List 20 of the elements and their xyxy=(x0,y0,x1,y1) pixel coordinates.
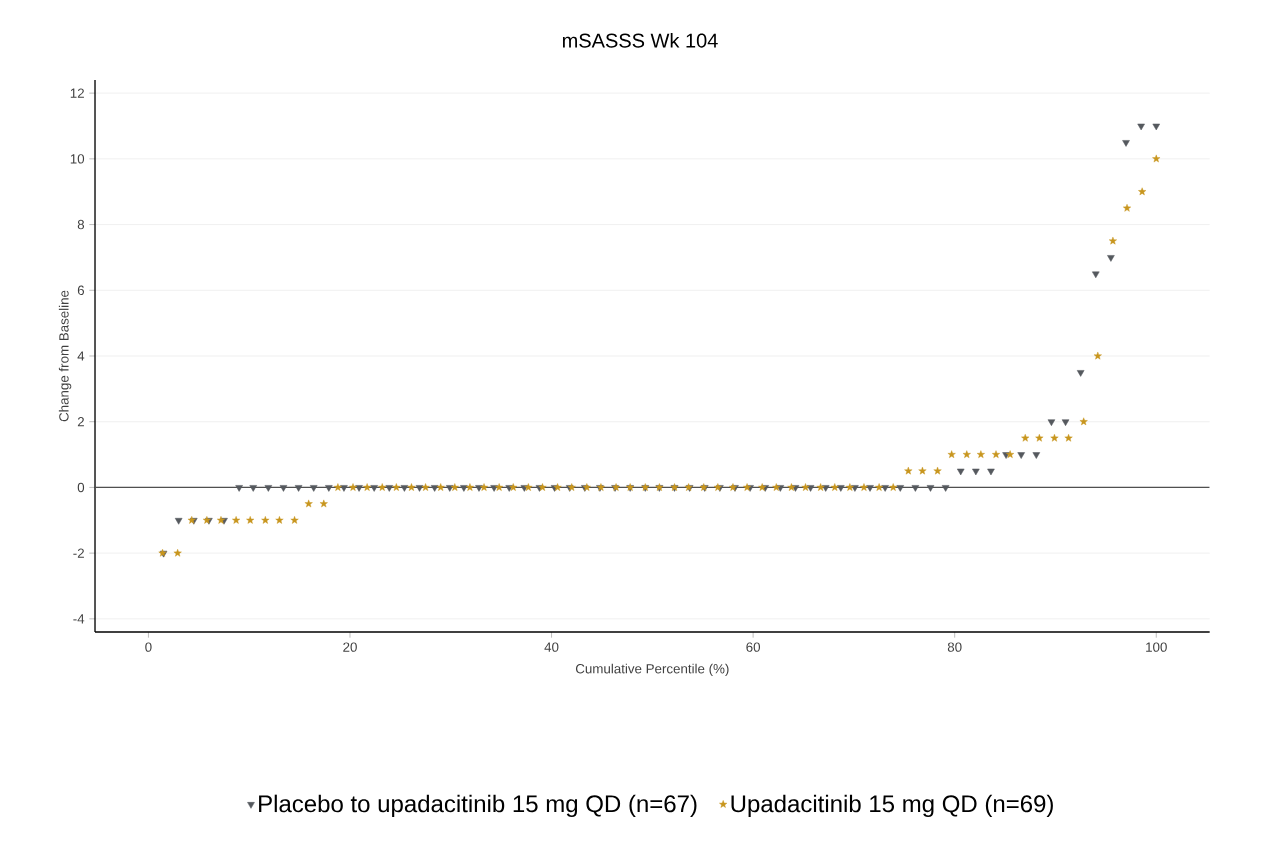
y-tick-label: -2 xyxy=(73,548,84,558)
x-tick-label: 80 xyxy=(947,642,962,652)
x-tick-label: 60 xyxy=(746,642,761,652)
y-tick-label: -4 xyxy=(73,614,85,624)
y-tick-label: 6 xyxy=(77,285,85,295)
legend-label: Placebo to upadacitinib 15 mg QD (n=67) xyxy=(259,794,697,818)
x-tick-label: 100 xyxy=(1146,642,1167,652)
y-tick-label: 4 xyxy=(77,351,85,361)
x-tick-label: 0 xyxy=(145,642,152,652)
legend-label: Upadacitinib 15 mg QD (n=69) xyxy=(731,794,1053,818)
y-tick-label: 0 xyxy=(77,482,85,493)
y-tick-label: 8 xyxy=(77,219,85,230)
x-axis-title: Cumulative Percentile (%) xyxy=(575,663,729,677)
x-tick-label: 20 xyxy=(343,642,357,652)
y-tick-label: 10 xyxy=(70,154,85,164)
y-tick-label: 12 xyxy=(70,88,84,98)
x-tick-label: 40 xyxy=(544,642,559,652)
y-tick-label: 2 xyxy=(77,417,84,427)
chart-title: mSASSS Wk 104 xyxy=(562,32,718,48)
y-axis-title: Change from Baseline xyxy=(58,290,72,422)
